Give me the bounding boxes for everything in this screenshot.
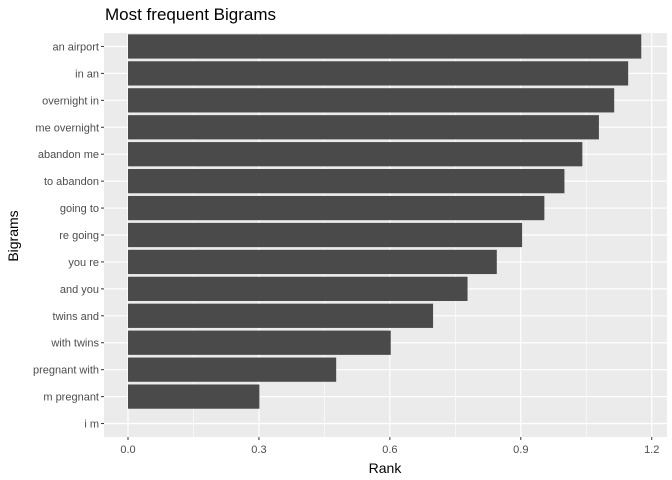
bar	[128, 195, 545, 221]
x-tick-label: 0.9	[513, 444, 528, 456]
y-axis: an airport in an overnight in me overnight a…	[33, 41, 104, 431]
bars	[128, 34, 642, 409]
x-axis: 0.0 0.3 0.6 0.9 1.2	[120, 437, 659, 456]
y-tick-label: me overnight	[35, 122, 99, 134]
x-tick-label: 0.3	[251, 444, 266, 456]
y-tick-label: i m	[84, 419, 99, 431]
bar	[128, 357, 337, 382]
y-tick-label: you re	[68, 257, 99, 269]
bar	[128, 115, 599, 140]
bar	[128, 169, 565, 194]
y-tick-label: abandon me	[38, 149, 99, 161]
x-tick-label: 1.2	[644, 444, 659, 456]
bar	[128, 88, 615, 113]
y-tick-label: twins and	[53, 311, 99, 323]
bar	[128, 61, 629, 86]
y-tick-label: with twins	[50, 338, 99, 350]
y-tick-label: overnight in	[42, 95, 99, 107]
bar	[128, 142, 583, 167]
x-tick-label: 0.0	[120, 444, 135, 456]
bar	[128, 330, 391, 355]
y-axis-title: Bigrams	[5, 210, 21, 261]
y-tick-label: pregnant with	[33, 365, 99, 377]
y-tick-label: re going	[59, 230, 99, 242]
y-tick-label: an airport	[53, 41, 99, 53]
chart-title: Most frequent Bigrams	[105, 5, 276, 24]
y-tick-label: m pregnant	[43, 392, 99, 404]
bar	[128, 276, 468, 301]
y-tick-label: going to	[60, 203, 99, 215]
y-tick-label: and you	[60, 284, 99, 296]
y-tick-label: in an	[75, 68, 99, 80]
bar	[128, 222, 523, 248]
x-tick-label: 0.6	[382, 444, 397, 456]
x-axis-title: Rank	[369, 460, 403, 476]
bar	[128, 384, 260, 409]
bar	[128, 249, 497, 275]
y-tick-label: to abandon	[44, 176, 99, 188]
bar	[128, 34, 642, 59]
bar	[128, 303, 434, 328]
